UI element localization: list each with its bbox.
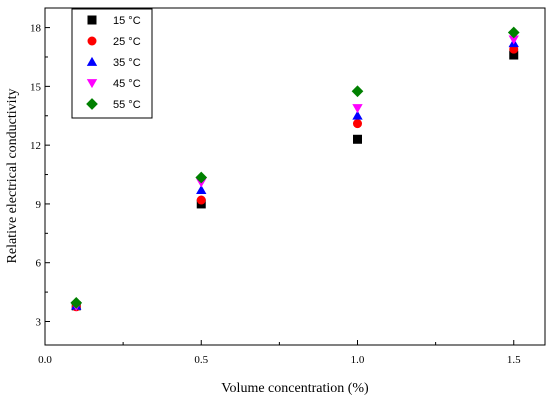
- legend: 15 °C 25 °C 35 °C 45 °C 55 °C: [71, 8, 153, 119]
- x-tick-label: 0.0: [38, 354, 52, 366]
- y-axis: 3 6 9 12 15 18: [30, 23, 50, 328]
- data-point: [353, 134, 362, 144]
- data-point: [353, 119, 362, 129]
- data-point: [352, 110, 363, 120]
- legend-label: 15 °C: [113, 15, 141, 27]
- y-tick-label: 18: [30, 23, 42, 35]
- data-point: [196, 195, 206, 205]
- x-axis-title: Volume concentration (%): [221, 381, 369, 396]
- plot-frame: [44, 7, 546, 346]
- legend-marker: [86, 56, 98, 66]
- legend-label: 35 °C: [113, 57, 141, 69]
- data-point: [70, 297, 83, 309]
- x-tick-label: 0.5: [194, 354, 208, 366]
- data-point: [508, 35, 519, 45]
- y-axis-title: Relative electrical conductivity: [5, 89, 20, 264]
- legend-label: 45 °C: [113, 78, 141, 90]
- y-tick-label: 3: [36, 316, 42, 328]
- x-tick-label: 1.0: [351, 354, 365, 366]
- legend-marker: [87, 15, 97, 25]
- data-point: [507, 26, 520, 39]
- data-point: [195, 171, 208, 184]
- legend-marker: [86, 79, 98, 89]
- y-tick-label: 12: [30, 140, 41, 152]
- data-point: [509, 50, 519, 60]
- legend-label: 55 °C: [113, 99, 141, 111]
- data-point: [196, 185, 207, 195]
- y-tick-label: 9: [36, 199, 42, 211]
- x-tick-label: 1.5: [507, 354, 521, 366]
- legend-marker: [86, 98, 98, 110]
- y-tick-label: 15: [30, 81, 42, 93]
- data-points: [70, 26, 520, 312]
- legend-box: [71, 8, 153, 119]
- y-tick-label: 6: [36, 258, 42, 270]
- legend-label: 25 °C: [113, 36, 141, 48]
- legend-marker: [87, 36, 97, 46]
- data-point: [352, 104, 363, 114]
- x-axis: 0.0 0.5 1.0 1.5: [38, 340, 521, 366]
- data-point: [351, 85, 364, 98]
